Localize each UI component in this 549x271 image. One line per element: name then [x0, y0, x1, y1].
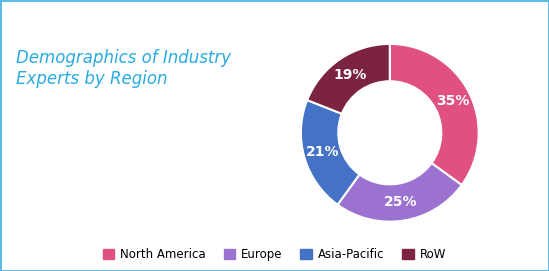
Wedge shape [338, 163, 462, 222]
Wedge shape [301, 100, 360, 205]
Text: 35%: 35% [436, 94, 469, 108]
Wedge shape [307, 44, 390, 114]
Wedge shape [390, 44, 479, 185]
Text: 25%: 25% [384, 195, 418, 209]
Text: 21%: 21% [306, 145, 339, 159]
Legend: North America, Europe, Asia-Pacific, RoW: North America, Europe, Asia-Pacific, RoW [98, 244, 451, 266]
Text: 19%: 19% [334, 68, 367, 82]
Text: Demographics of Industry
Experts by Region: Demographics of Industry Experts by Regi… [16, 49, 232, 88]
